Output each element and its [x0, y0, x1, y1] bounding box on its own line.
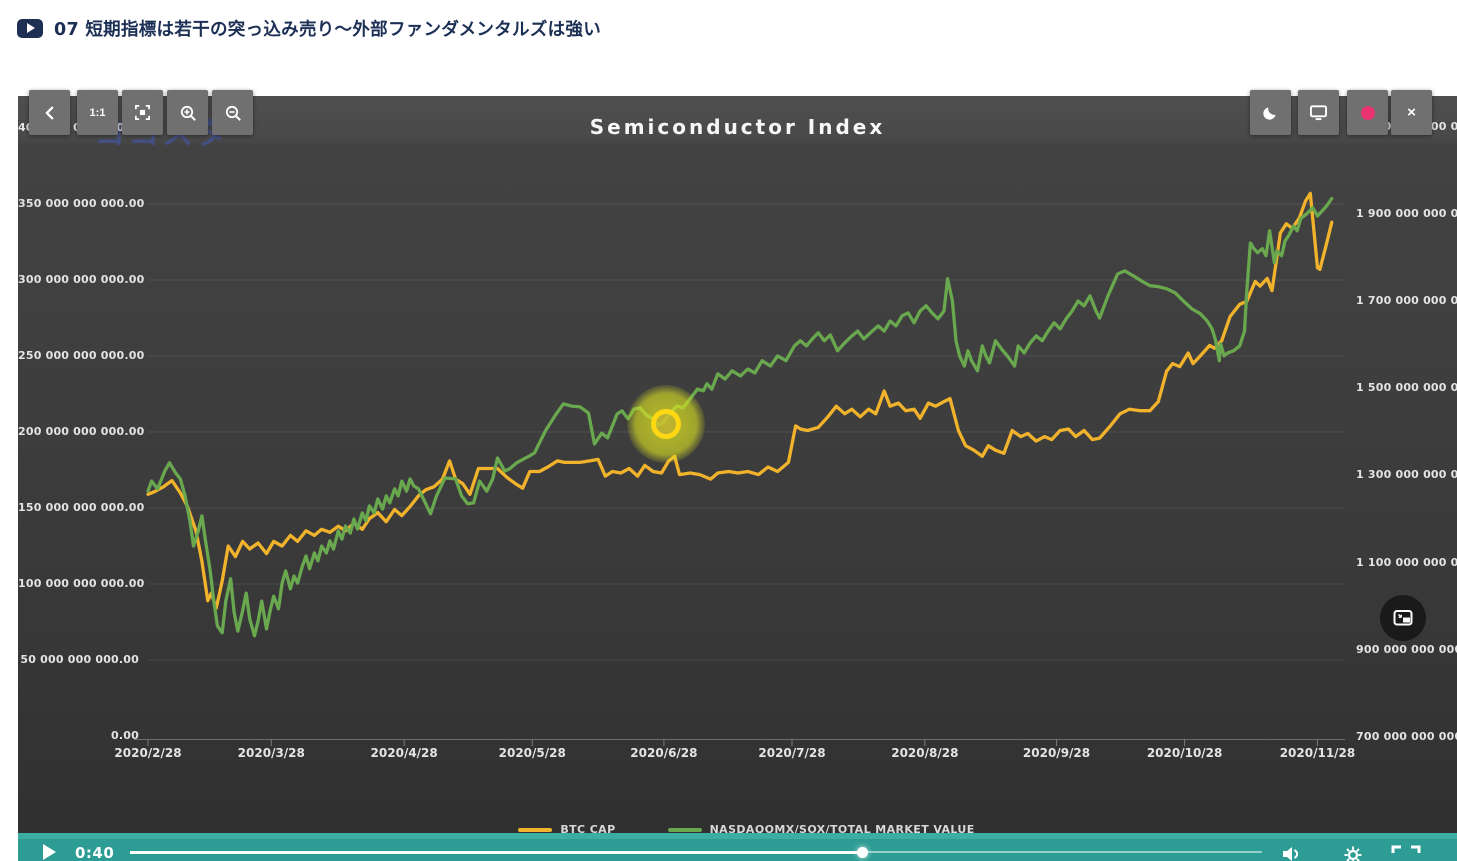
magnifier-minus-icon — [225, 105, 241, 121]
record-dot-icon — [1360, 105, 1375, 120]
gear-icon — [1344, 846, 1362, 861]
settings-button[interactable] — [1343, 845, 1363, 861]
x-axis-label: 2020/2/28 — [114, 746, 182, 760]
video-surface[interactable]: ココスタ Semiconductor Index 400 000 000 000… — [18, 96, 1457, 861]
y-axis-label-right: 1 500 000 000 000 — [1356, 381, 1457, 395]
player-controls: 0:40 — [18, 833, 1457, 861]
actual-size-button[interactable]: 1:1 — [77, 90, 118, 135]
x-axis-label: 2020/8/28 — [891, 746, 959, 760]
page-header: 07 短期指標は若干の突っ込み売り～外部ファンダメンタルズは強い — [0, 0, 1457, 45]
time-display: 0:40 — [75, 844, 115, 861]
y-axis-label-right: 1 300 000 000 000 — [1356, 468, 1457, 482]
page-title: 07 短期指標は若干の突っ込み売り～外部ファンダメンタルズは強い — [54, 19, 602, 40]
back-button[interactable] — [29, 90, 70, 135]
legend-item-btc-cap: BTC CAP — [518, 823, 615, 836]
x-axis-label: 2020/5/28 — [498, 746, 566, 760]
cursor-highlight — [627, 385, 705, 463]
y-axis-label-right: 1 700 000 000 000 — [1356, 294, 1457, 307]
zoom-out-button[interactable] — [212, 90, 253, 135]
play-triangle-icon — [27, 23, 35, 33]
x-axis-label: 2020/6/28 — [630, 746, 698, 760]
series-line-green — [146, 196, 1334, 638]
fullscreen-button[interactable] — [1391, 845, 1421, 861]
y-axis-label-right: 900 000 000 000 — [1356, 642, 1457, 656]
monitor-icon — [1310, 105, 1327, 121]
night-mode-button[interactable] — [1250, 90, 1291, 135]
x-axis-label: 2020/11/28 — [1279, 746, 1356, 760]
fit-frame-icon — [135, 105, 150, 120]
x-axis-label: 2020/10/28 — [1146, 746, 1223, 760]
progress-fill — [130, 850, 863, 854]
y-axis-label-left: 50 000 000 000.00 — [20, 653, 139, 666]
x-axis-label: 2020/9/28 — [1022, 746, 1091, 760]
pip-icon — [1393, 610, 1413, 626]
video-player: ココスタ Semiconductor Index 400 000 000 000… — [18, 90, 1457, 861]
legend-swatch-yellow — [518, 827, 553, 832]
display-mode-button[interactable] — [1298, 90, 1339, 135]
y-axis-label-left: 250 000 000 000.00 — [18, 349, 145, 362]
chart-canvas — [134, 191, 1345, 746]
chart-legend: BTC CAP NASDAQOMX/SOX/TOTAL MARKET VALUE — [148, 823, 1345, 836]
chevron-left-icon — [45, 106, 53, 119]
video-play-badge-icon — [17, 18, 43, 38]
y-axis-label-left: 200 000 000 000.00 — [18, 425, 145, 438]
y-axis-label-left: 150 000 000 000.00 — [18, 501, 145, 514]
speaker-icon — [1283, 847, 1299, 861]
legend-label: BTC CAP — [560, 823, 616, 836]
close-icon: × — [1407, 104, 1416, 121]
y-axis-label-left: 0.00 — [111, 729, 139, 742]
legend-item-sox: NASDAQOMX/SOX/TOTAL MARKET VALUE — [667, 823, 975, 836]
play-button[interactable] — [43, 844, 56, 860]
volume-button[interactable] — [1281, 845, 1303, 861]
cursor-highlight-ring — [651, 409, 681, 439]
record-button[interactable] — [1347, 90, 1388, 135]
y-axis-label-right: 1 100 000 000 000 — [1356, 555, 1457, 569]
y-axis-label-left: 300 000 000 000.00 — [18, 273, 145, 286]
y-axis-label-right: 1 900 000 000 000 — [1356, 206, 1457, 220]
chart-title: Semiconductor Index — [589, 115, 886, 139]
y-axis-label-left: 100 000 000 000.00 — [18, 577, 145, 590]
fit-screen-button[interactable] — [122, 90, 163, 135]
pip-button[interactable] — [1380, 595, 1426, 641]
zoom-in-button[interactable] — [167, 90, 208, 135]
x-axis-label: 2020/4/28 — [370, 746, 438, 760]
x-axis-label: 2020/7/28 — [758, 746, 826, 760]
x-axis-label: 2020/3/28 — [237, 746, 305, 760]
close-button[interactable]: × — [1391, 90, 1432, 135]
y-axis-label-right: 700 000 000 000 — [1356, 730, 1457, 743]
moon-icon — [1263, 107, 1276, 120]
progress-handle[interactable] — [856, 846, 868, 858]
actual-size-label: 1:1 — [89, 106, 106, 119]
legend-label: NASDAQOMX/SOX/TOTAL MARKET VALUE — [709, 823, 975, 836]
legend-swatch-green — [667, 827, 702, 832]
series-line-yellow — [146, 191, 1334, 610]
magnifier-plus-icon — [180, 105, 196, 121]
y-axis-label-left: 350 000 000 000.00 — [18, 197, 145, 210]
fullscreen-icon — [1391, 845, 1421, 861]
progress-bar[interactable] — [130, 846, 1262, 858]
